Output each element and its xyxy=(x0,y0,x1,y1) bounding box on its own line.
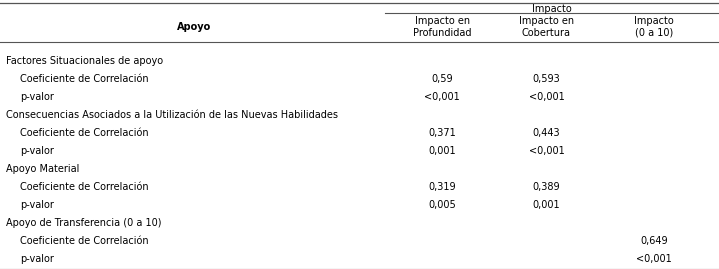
Text: 0,59: 0,59 xyxy=(431,74,453,84)
Text: 0,593: 0,593 xyxy=(533,74,560,84)
Text: Impacto
(0 a 10): Impacto (0 a 10) xyxy=(634,16,674,38)
Text: <0,001: <0,001 xyxy=(424,92,460,102)
Text: 0,371: 0,371 xyxy=(429,128,456,138)
Text: <0,001: <0,001 xyxy=(528,92,564,102)
Text: Apoyo: Apoyo xyxy=(177,23,211,33)
Text: Coeficiente de Correlación: Coeficiente de Correlación xyxy=(20,182,149,192)
Text: Coeficiente de Correlación: Coeficiente de Correlación xyxy=(20,128,149,138)
Text: Apoyo de Transferencia (0 a 10): Apoyo de Transferencia (0 a 10) xyxy=(6,218,161,228)
Text: Impacto: Impacto xyxy=(532,4,572,14)
Text: p-valor: p-valor xyxy=(20,92,54,102)
Text: Impacto en
Profundidad: Impacto en Profundidad xyxy=(413,16,472,38)
Text: 0,443: 0,443 xyxy=(533,128,560,138)
Text: <0,001: <0,001 xyxy=(528,146,564,156)
Text: p-valor: p-valor xyxy=(20,146,54,156)
Text: 0,319: 0,319 xyxy=(429,182,456,192)
Text: Consecuencias Asociados a la Utilización de las Nuevas Habilidades: Consecuencias Asociados a la Utilización… xyxy=(6,110,338,120)
Text: Coeficiente de Correlación: Coeficiente de Correlación xyxy=(20,236,149,246)
Text: <0,001: <0,001 xyxy=(636,254,672,264)
Text: p-valor: p-valor xyxy=(20,254,54,264)
Text: 0,001: 0,001 xyxy=(533,200,560,210)
Text: 0,649: 0,649 xyxy=(641,236,668,246)
Text: 0,001: 0,001 xyxy=(429,146,456,156)
Text: Apoyo Material: Apoyo Material xyxy=(6,164,79,174)
Text: 0,389: 0,389 xyxy=(533,182,560,192)
Text: 0,005: 0,005 xyxy=(429,200,456,210)
Text: Coeficiente de Correlación: Coeficiente de Correlación xyxy=(20,74,149,84)
Text: Impacto en
Cobertura: Impacto en Cobertura xyxy=(519,16,574,38)
Text: Factores Situacionales de apoyo: Factores Situacionales de apoyo xyxy=(6,56,163,66)
Text: p-valor: p-valor xyxy=(20,200,54,210)
